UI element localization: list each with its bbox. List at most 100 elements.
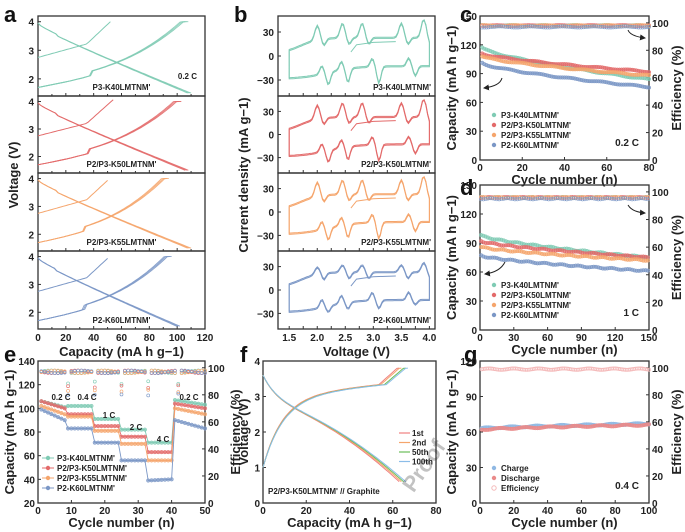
capacity-point xyxy=(72,414,77,419)
efficiency-point xyxy=(519,196,524,201)
efficiency-point xyxy=(59,369,64,373)
efficiency-point xyxy=(153,371,157,375)
capacity-point xyxy=(59,405,64,410)
rate-label: 0.2 C xyxy=(179,393,198,402)
legend-entry: P2/P3-K55LMTNM' xyxy=(57,474,127,483)
capacity-point xyxy=(646,72,652,78)
charge-curve xyxy=(37,178,166,244)
arrow-to-efficiency-axis xyxy=(627,204,646,216)
charge-curve xyxy=(37,101,182,166)
capacity-point xyxy=(186,403,191,408)
capacity-point xyxy=(82,403,87,409)
efficiency-point xyxy=(156,368,161,373)
efficiency-point xyxy=(139,369,144,374)
capacity-point xyxy=(45,401,51,406)
efficiency-point xyxy=(66,389,70,393)
capacity-point xyxy=(196,405,201,410)
legend-entry: 50th xyxy=(412,448,429,457)
y-tick-label: 30 xyxy=(263,28,275,39)
efficiency-point xyxy=(482,23,487,27)
capacity-point xyxy=(49,407,54,412)
efficiency-point xyxy=(587,24,592,29)
y-axis-label: Capacity (mA h g−1) xyxy=(444,26,459,151)
efficiency-point xyxy=(136,369,140,373)
capacity-point xyxy=(49,402,54,407)
efficiency-point xyxy=(528,197,533,202)
capacity-point xyxy=(156,477,161,483)
charge-curve xyxy=(262,367,408,468)
efficiency-point xyxy=(507,25,512,30)
x-tick-label: 40 xyxy=(344,506,356,517)
capacity-point xyxy=(116,440,121,445)
efficiency-point xyxy=(143,370,147,374)
efficiency-point xyxy=(497,197,502,202)
x-axis-label: Capacity (mA h g−1) xyxy=(59,344,184,359)
capacity-point xyxy=(179,402,184,407)
efficiency-point xyxy=(494,195,499,199)
capacity-point xyxy=(199,411,204,416)
legend-marker xyxy=(491,302,497,308)
sample-label: P2/P3-K50LMTNM' xyxy=(87,160,157,169)
efficiency-point xyxy=(173,371,177,375)
capacity-point xyxy=(156,450,161,455)
capacity-point xyxy=(122,427,127,432)
x-tick-label: 0 xyxy=(477,163,483,174)
charge-curve xyxy=(37,21,185,88)
capacity-point xyxy=(129,441,134,446)
charge-curve xyxy=(262,367,400,468)
y-axis-label: Capacity (mA h g−1) xyxy=(2,370,17,495)
x-tick-label: 20 xyxy=(517,163,529,174)
legend-entry: P2-K60LMTNM' xyxy=(501,141,559,150)
efficiency-point xyxy=(576,195,580,200)
efficiency-point xyxy=(69,369,74,374)
capacity-point xyxy=(76,426,81,431)
capacity-point xyxy=(122,441,127,446)
y-tick-label: 80 xyxy=(24,428,36,439)
efficiency-point xyxy=(594,197,598,201)
efficiency-point xyxy=(636,25,641,30)
capacity-point xyxy=(152,478,157,483)
legend-entry: 2nd xyxy=(412,439,426,448)
capacity-point xyxy=(142,434,147,439)
efficiency-point xyxy=(59,371,64,375)
efficiency-point xyxy=(89,369,94,374)
efficiency-point xyxy=(92,385,97,390)
efficiency-point xyxy=(582,197,587,202)
capacity-point xyxy=(126,434,131,439)
efficiency-point xyxy=(562,197,567,202)
x-tick-label: 60 xyxy=(576,506,588,517)
discharge-curve xyxy=(262,374,407,483)
y-tick-label: −30 xyxy=(257,309,274,320)
y2-axis-label: Efficiency (%) xyxy=(669,389,684,474)
efficiency-point xyxy=(531,195,535,199)
y-tick-label: 30 xyxy=(466,127,478,138)
efficiency-point xyxy=(92,379,97,384)
sample-label: P2/P3-K50LMTNM' xyxy=(361,160,431,169)
capacity-point xyxy=(112,424,117,429)
efficiency-point xyxy=(66,393,70,397)
efficiency-point xyxy=(483,197,488,201)
x-tick-label: 60 xyxy=(542,333,554,344)
efficiency-point xyxy=(564,197,569,202)
efficiency-point xyxy=(99,368,104,373)
charge-curve xyxy=(37,21,187,88)
capacity-point xyxy=(122,434,127,439)
efficiency-point xyxy=(611,25,615,30)
cv-curve xyxy=(288,19,430,86)
y2-tick-label: 80 xyxy=(652,216,664,227)
efficiency-point xyxy=(113,369,117,374)
cv-first-cycle xyxy=(350,120,396,132)
y2-tick-label: 60 xyxy=(652,418,664,429)
efficiency-point xyxy=(542,196,547,201)
efficiency-point xyxy=(573,25,577,30)
charge-curve xyxy=(37,178,168,244)
discharge-curve xyxy=(37,22,188,94)
x-tick-label: 3.5 xyxy=(394,333,408,344)
capacity-point xyxy=(52,413,57,418)
y-tick-label: 150 xyxy=(460,12,477,23)
efficiency-point xyxy=(515,195,520,199)
y2-tick-label: 60 xyxy=(652,243,664,254)
efficiency-point xyxy=(625,24,630,29)
capacity-point xyxy=(86,414,91,419)
capacity-point xyxy=(126,441,131,446)
